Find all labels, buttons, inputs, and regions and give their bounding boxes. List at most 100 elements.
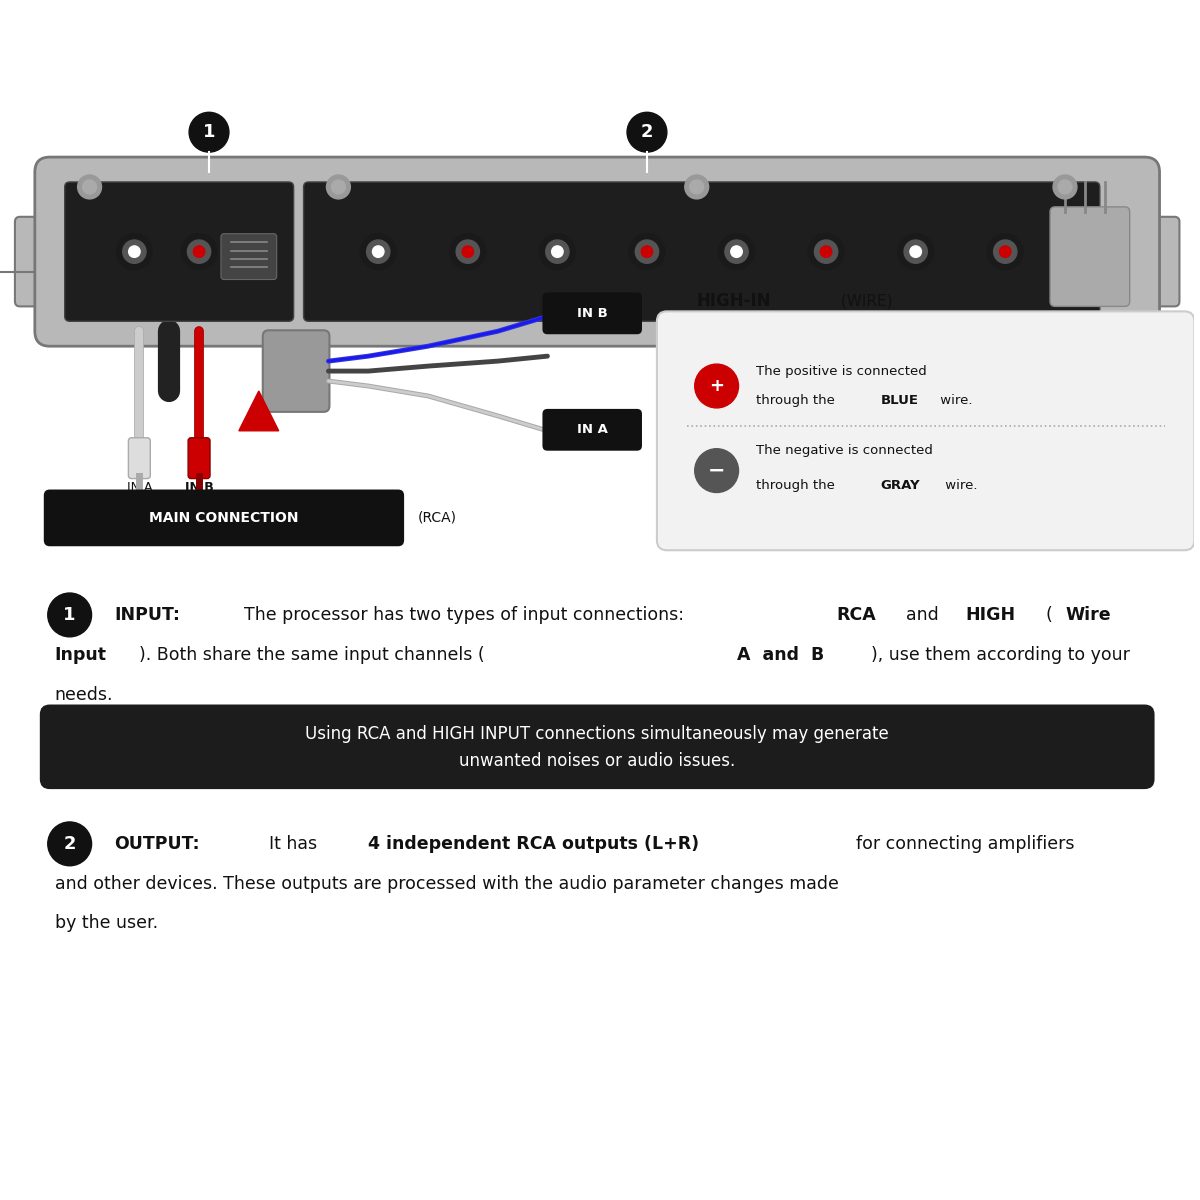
Circle shape [690,180,703,194]
Text: ). Both share the same input channels (: ). Both share the same input channels ( [139,646,485,664]
Circle shape [719,234,755,270]
Text: The processor has two types of input connections:: The processor has two types of input con… [244,606,684,624]
FancyBboxPatch shape [304,182,1100,322]
Text: Input: Input [55,646,107,664]
FancyBboxPatch shape [128,438,150,479]
Circle shape [48,593,91,637]
FancyBboxPatch shape [656,311,1194,551]
Text: HIGH: HIGH [966,606,1015,624]
Circle shape [725,240,748,263]
Text: needs.: needs. [55,685,113,703]
Text: 1: 1 [203,124,215,142]
Text: 2: 2 [641,124,653,142]
Text: It has: It has [269,835,317,853]
Circle shape [546,240,569,263]
FancyBboxPatch shape [65,182,294,322]
Text: through the: through the [756,479,840,492]
Text: The positive is connected: The positive is connected [756,365,928,378]
Text: and other devices. These outputs are processed with the audio parameter changes : and other devices. These outputs are pro… [55,875,839,893]
Circle shape [360,234,396,270]
Circle shape [994,240,1016,263]
Circle shape [187,240,211,263]
Circle shape [331,180,346,194]
Circle shape [695,449,738,492]
Text: (RCA): (RCA) [418,511,457,524]
FancyBboxPatch shape [40,704,1154,790]
Text: HIGH-IN: HIGH-IN [697,293,772,311]
FancyBboxPatch shape [35,157,1159,346]
Circle shape [116,234,152,270]
Circle shape [366,240,390,263]
Text: Using RCA and HIGH INPUT connections simultaneously may generate: Using RCA and HIGH INPUT connections sim… [305,725,889,743]
Text: OUTPUT:: OUTPUT: [114,835,200,853]
Circle shape [190,113,229,152]
Circle shape [1058,180,1072,194]
Text: and: and [906,606,938,624]
Text: GRAY: GRAY [881,479,920,492]
Text: INPUT:: INPUT: [114,606,180,624]
Circle shape [815,240,838,263]
Text: RCA: RCA [836,606,876,624]
Circle shape [695,364,738,408]
Text: by the user.: by the user. [55,914,158,932]
Circle shape [540,234,575,270]
Text: IN B: IN B [577,307,607,320]
Circle shape [450,234,486,270]
Text: wire.: wire. [936,395,972,408]
Text: BLUE: BLUE [881,395,919,408]
Text: wire.: wire. [941,479,977,492]
Text: 4 independent RCA outputs (L+R): 4 independent RCA outputs (L+R) [368,835,700,853]
Circle shape [641,246,653,257]
Circle shape [628,113,667,152]
Circle shape [685,175,709,199]
Circle shape [372,246,384,257]
Circle shape [462,246,474,257]
Circle shape [83,180,96,194]
Circle shape [181,234,217,270]
Text: −: − [708,461,725,481]
Circle shape [326,175,350,199]
Circle shape [1000,246,1010,257]
Text: (: ( [1045,606,1052,624]
Circle shape [456,240,480,263]
Circle shape [904,240,928,263]
Text: for connecting amplifiers: for connecting amplifiers [856,835,1074,853]
Text: IN A: IN A [577,424,607,437]
FancyBboxPatch shape [43,490,404,546]
Text: 2: 2 [64,835,76,853]
Text: IN A: IN A [126,480,152,493]
FancyBboxPatch shape [188,438,210,479]
FancyBboxPatch shape [542,409,642,451]
Text: IN B: IN B [185,480,214,493]
FancyBboxPatch shape [1050,206,1129,306]
Text: A  and  B: A and B [737,646,823,664]
Text: 1: 1 [64,606,76,624]
Text: through the: through the [756,395,840,408]
Text: The negative is connected: The negative is connected [756,444,934,457]
Circle shape [122,240,146,263]
Text: Wire: Wire [1064,606,1111,624]
Circle shape [128,246,140,257]
FancyBboxPatch shape [14,217,65,306]
Circle shape [1054,175,1076,199]
Circle shape [988,234,1024,270]
Text: unwanted noises or audio issues.: unwanted noises or audio issues. [460,752,736,770]
Circle shape [635,240,659,263]
Text: (WIRE): (WIRE) [836,294,893,308]
FancyBboxPatch shape [263,330,330,412]
Circle shape [552,246,563,257]
Circle shape [808,234,844,270]
Circle shape [48,822,91,865]
Circle shape [78,175,102,199]
FancyBboxPatch shape [1129,217,1180,306]
Circle shape [910,246,922,257]
Circle shape [629,234,665,270]
Text: MAIN CONNECTION: MAIN CONNECTION [149,511,299,524]
Circle shape [731,246,743,257]
FancyBboxPatch shape [221,234,277,280]
Text: +: + [709,377,724,395]
Circle shape [898,234,934,270]
FancyBboxPatch shape [542,293,642,335]
Polygon shape [239,391,278,431]
Circle shape [821,246,832,257]
